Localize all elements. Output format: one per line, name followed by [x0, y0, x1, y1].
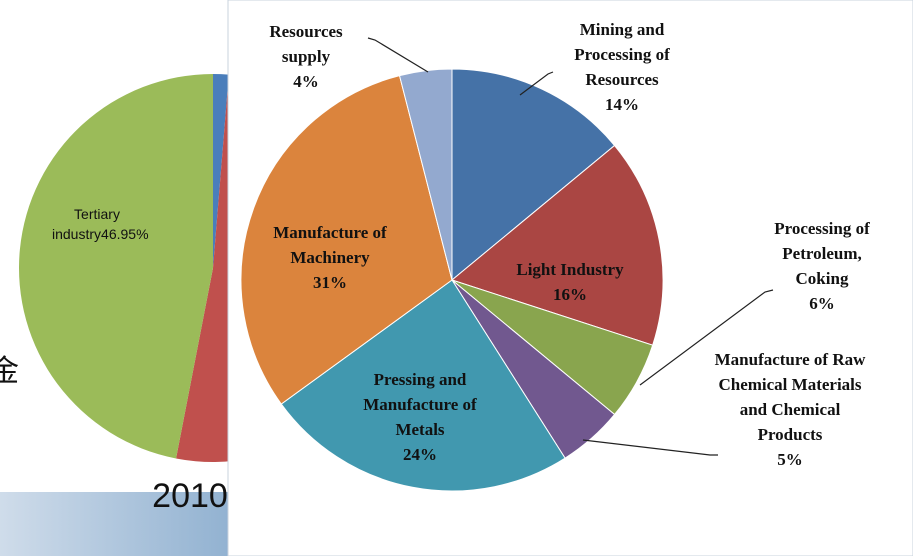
slice-label: Resources supply 4%	[251, 19, 361, 94]
slice-label: Tertiary industry46.95%	[52, 204, 149, 244]
value-label: 5%	[777, 450, 803, 469]
value-label: 31%	[313, 273, 347, 292]
category-label: Mining and Processing of Resources	[574, 20, 670, 89]
category-label: Processing of Petroleum, Coking	[774, 219, 870, 288]
slice-label: Manufacture of Raw Chemical Materials an…	[710, 347, 870, 472]
category-label: Pressing and Manufacture of Metals	[363, 370, 477, 439]
pie-slice	[240, 75, 453, 405]
category-label: Tertiary industry	[52, 206, 120, 242]
pie-slice	[18, 74, 213, 459]
value-label: 46.95%	[101, 226, 149, 242]
value-label: 16%	[553, 285, 587, 304]
pie-slice	[451, 68, 616, 282]
value-label: 14%	[605, 95, 639, 114]
leader-lines	[367, 37, 774, 456]
pie-slice	[213, 74, 229, 268]
category-label: Resources supply	[269, 22, 343, 66]
pie-slice	[450, 144, 664, 346]
annotation: 2010	[152, 477, 228, 515]
leader-line	[639, 289, 774, 386]
slice-label: Mining and Processing of Resources 14%	[560, 17, 685, 117]
leader-line	[519, 71, 554, 96]
value-label: 6%	[809, 294, 835, 313]
slice-label: Processing of Petroleum, Coking 6%	[755, 216, 890, 316]
slice-label: Light Industry 16%	[480, 257, 660, 307]
annotation: 金	[0, 354, 19, 389]
category-label: Manufacture of Machinery	[273, 223, 387, 267]
category-label: Light Industry	[516, 260, 624, 279]
slice-label: Pressing and Manufacture of Metals 24%	[343, 367, 498, 467]
slice-label: Manufacture of Machinery 31%	[250, 220, 410, 295]
footer-band	[0, 492, 240, 556]
foreground-pie	[240, 68, 664, 492]
leader-line	[367, 37, 429, 73]
value-label: 4%	[293, 72, 319, 91]
category-label: Manufacture of Raw Chemical Materials an…	[714, 350, 866, 444]
pie-slice	[280, 279, 566, 492]
leader-line	[582, 439, 718, 456]
value-label: 24%	[403, 445, 437, 464]
